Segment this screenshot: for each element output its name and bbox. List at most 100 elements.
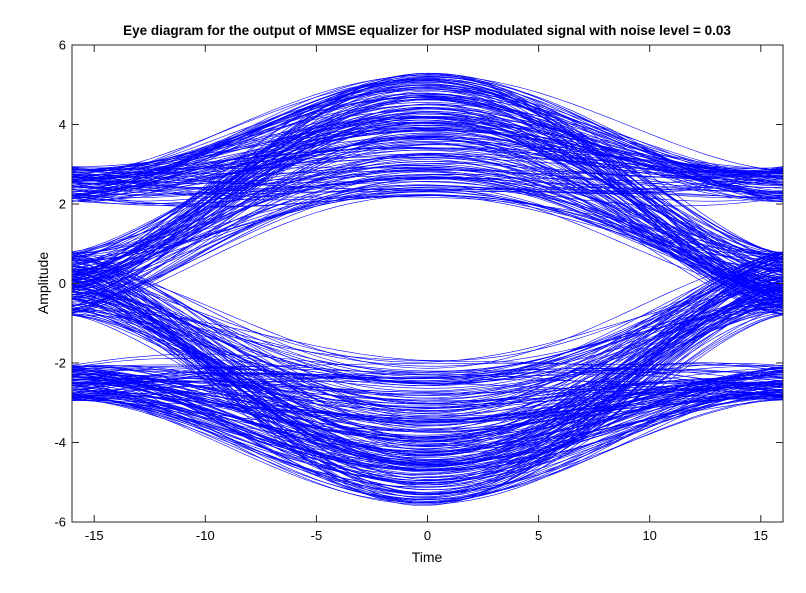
eye-trace-line [71,388,784,471]
eye-trace-line [71,255,784,455]
eye-trace-line [72,181,784,294]
eye-trace-line [71,399,784,446]
eye-trace-line [71,99,784,288]
eye-trace-line [71,169,784,296]
eye-trace-line [71,152,784,281]
eye-trace-line [71,286,784,453]
eye-trace-line [71,81,784,263]
plot-area-background [72,45,783,522]
eye-trace-line [71,110,784,202]
eye-trace-line [71,144,784,314]
eye-trace-line [71,253,784,413]
eye-trace-line [71,369,784,501]
eye-trace-line [71,268,784,361]
eye-trace-line [71,295,784,393]
eye-trace-line [71,291,784,491]
eye-trace-line [71,256,784,369]
eye-trace-line [71,279,784,461]
x-tick-label: -10 [196,528,215,543]
eye-trace-line [71,188,784,293]
y-tick-label: 4 [59,117,66,132]
x-tick-label: 0 [424,528,431,543]
eye-trace-line [71,277,784,495]
x-tick-label: 15 [754,528,768,543]
eye-trace-line [71,140,784,185]
eye-trace-line [71,256,784,393]
eye-trace-line [71,121,784,196]
eye-trace-line [71,298,784,493]
eye-trace-line [71,143,784,188]
y-ticks: -6 -4 -2 0 2 4 6 [54,38,783,530]
eye-trace-line [71,75,784,255]
y-tick-label: -2 [54,356,66,371]
y-tick-label: 2 [59,197,66,212]
eye-trace-line [71,369,784,465]
eye-trace-line [71,171,784,314]
eye-trace-line [71,141,784,299]
eye-trace-line [71,124,784,199]
eye-trace-line [71,185,784,311]
eye-trace-line [71,166,784,273]
eye-trace-line [71,84,784,297]
eye-trace-line [71,154,784,309]
eye-trace-line [71,366,784,459]
eye-trace-line [71,268,784,484]
eye-trace-line [71,86,784,282]
eye-trace-line [71,298,784,426]
y-tick-label: 0 [59,276,66,291]
eye-trace-line [71,388,784,488]
eye-trace-line [71,365,784,375]
eye-trace-line [71,272,784,453]
eye-trace-line [71,276,784,389]
eye-trace-line [71,129,784,195]
eye-trace-line [71,283,784,484]
eye-trace-line [71,366,784,503]
eye-trace-line [71,373,784,394]
eye-trace-line [71,253,784,503]
eye-trace-line [71,253,784,426]
x-ticks: -15 -10 -5 0 5 10 15 [85,45,768,543]
y-axis-label: Amplitude [35,252,51,314]
eye-trace-line [71,164,784,307]
eye-trace-line [71,284,784,498]
eye-trace-line [71,260,784,392]
eye-trace-line [71,297,784,504]
eye-trace-line [71,76,784,307]
y-tick-label: 6 [59,38,66,53]
eye-trace-line [71,73,784,295]
eye-trace-line [71,252,784,444]
eye-trace-line [71,173,784,287]
eye-trace-line [71,93,784,271]
eye-trace-line [71,304,784,396]
eye-trace-line [71,281,784,447]
eye-trace-line [71,258,784,387]
eye-trace-line [71,375,784,433]
eye-trace-line [71,273,784,382]
x-tick-label: 5 [535,528,542,543]
eye-trace-line [71,287,784,409]
eye-trace-line [71,130,784,256]
eye-trace-line [72,370,784,422]
eye-trace-line [71,256,784,385]
eye-trace-line [71,289,784,392]
eye-trace-line [71,87,784,184]
eye-trace-line [71,170,784,291]
eye-trace-line [71,174,784,289]
eye-trace-line [71,154,784,307]
eye-trace-line [71,284,784,473]
x-tick-label: -5 [311,528,323,543]
eye-trace-line [71,103,784,307]
eye-trace-line [71,147,784,178]
eye-trace-line [71,297,784,436]
eye-trace-line [71,177,784,189]
x-tick-label: 10 [642,528,656,543]
eye-trace-line [71,86,784,262]
eye-trace-line [71,170,784,287]
eye-traces [71,72,784,506]
eye-trace-line [71,157,784,302]
eye-trace-line [71,377,784,385]
eye-trace-line [71,269,784,417]
eye-trace-line [71,365,784,394]
